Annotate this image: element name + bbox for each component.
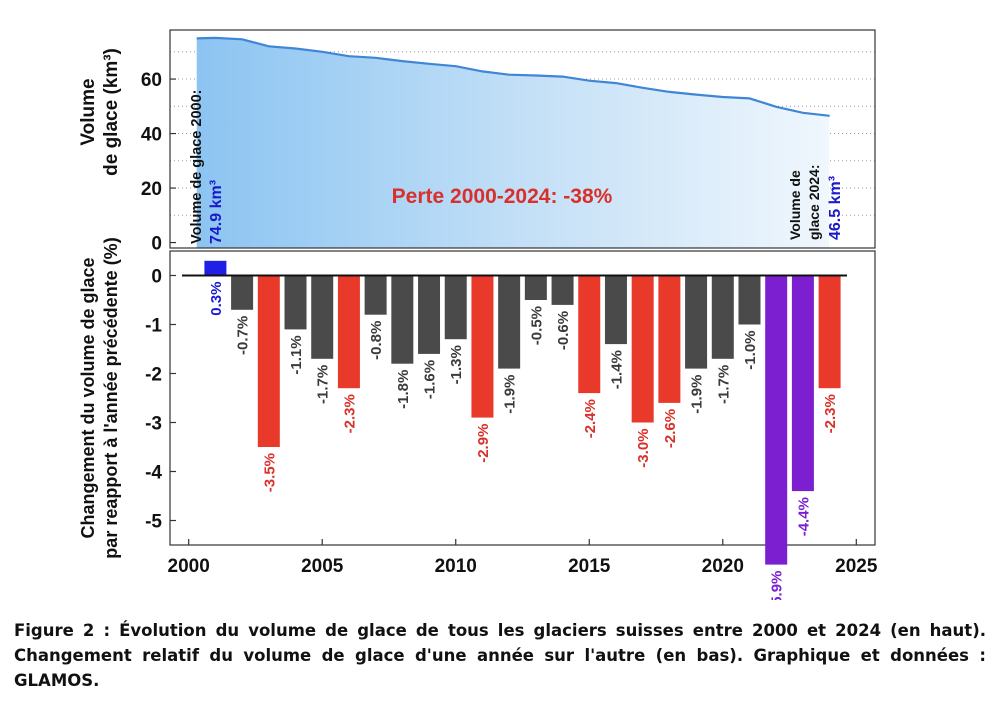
change-x-ticks: 2000 2005 2010 2015 2020 2025 xyxy=(168,539,878,577)
change-bar xyxy=(471,275,494,418)
change-y-ticks: 0 -1 -2 -3 -4 -5 xyxy=(145,267,176,533)
change-y-tick-label: -3 xyxy=(145,414,162,435)
change-y-tick-label: -5 xyxy=(145,512,162,533)
change-bar-label: -1.8% xyxy=(395,370,412,409)
change-bar-label: -0.8% xyxy=(368,321,385,360)
change-ylabel-line1: Changement du volume de glace xyxy=(78,257,98,538)
end-volume-label-line2: glace 2024: xyxy=(806,165,822,241)
change-bar xyxy=(711,275,734,359)
change-bar-label: -3.5% xyxy=(261,453,278,492)
change-x-tick-label: 2000 xyxy=(168,556,210,577)
change-bar-label: -1.7% xyxy=(315,365,332,404)
change-bar-labels: 0.3%-0.7%-3.5%-1.1%-1.7%-2.3%-0.8%-1.8% -… xyxy=(208,282,839,601)
change-bars xyxy=(204,260,841,565)
change-bar-label: -1.1% xyxy=(288,335,305,374)
change-bar-label: -1.7% xyxy=(715,365,732,404)
change-y-tick-label: -1 xyxy=(145,316,162,337)
volume-line xyxy=(196,36,830,117)
change-bar xyxy=(658,275,681,403)
change-bar-label: -1.0% xyxy=(742,331,759,370)
change-x-tick-label: 2020 xyxy=(702,556,744,577)
change-bar-label: -2.3% xyxy=(822,394,839,433)
change-bar xyxy=(818,275,841,389)
change-x-tick-label: 2025 xyxy=(835,556,878,577)
volume-ylabel-line1: Volume xyxy=(78,78,99,145)
loss-annotation: Perte 2000-2024: -38% xyxy=(392,185,613,208)
change-y-tick-label: 0 xyxy=(151,267,162,288)
change-bar xyxy=(578,275,601,394)
change-bar-label: -2.6% xyxy=(662,409,679,448)
change-bar xyxy=(418,275,441,354)
change-bar xyxy=(524,275,547,300)
end-volume-value: 46.5 km³ xyxy=(827,176,844,240)
change-bar xyxy=(551,275,574,305)
change-bar xyxy=(391,275,414,364)
change-ylabel-line2: par reapport à l'année précédente (%) xyxy=(101,237,121,558)
volume-panel: 0 20 40 60 Volume de glace (km³) Volume de … xyxy=(78,29,876,255)
change-bar xyxy=(364,275,387,315)
change-bar-label: -1.6% xyxy=(422,360,439,399)
change-bar-label: 0.3% xyxy=(208,282,225,316)
change-bar-label: -0.7% xyxy=(235,316,252,355)
change-bar-label: -0.6% xyxy=(555,311,572,350)
change-bar-label: -0.5% xyxy=(528,306,545,345)
change-bar-label: -1.9% xyxy=(689,375,706,414)
change-bar xyxy=(284,275,307,330)
change-bar xyxy=(204,260,227,276)
change-bar-label: -1.4% xyxy=(608,350,625,389)
volume-y-tick-label: 20 xyxy=(141,179,162,200)
change-bar xyxy=(337,275,360,389)
volume-y-ticks: 0 20 40 60 xyxy=(141,70,176,255)
start-volume-value: 74.9 km³ xyxy=(208,180,225,244)
volume-area xyxy=(196,37,830,249)
change-bar xyxy=(311,275,334,359)
change-bar xyxy=(231,275,254,310)
volume-ylabel-line2: de glace (km³) xyxy=(101,48,122,176)
glacier-volume-figure: 0 20 40 60 Volume de glace (km³) Volume de … xyxy=(78,29,878,600)
change-bar xyxy=(631,275,654,423)
change-bar-label: -2.4% xyxy=(582,399,599,438)
change-bar-label: -2.9% xyxy=(475,424,492,463)
start-volume-label: Volume de glace 2000: xyxy=(189,90,205,244)
change-bar-label: -4.4% xyxy=(795,497,812,536)
figure-caption: Figure 2 : Évolution du volume de glace … xyxy=(14,621,986,690)
change-bar-label: -5.9% xyxy=(769,571,786,600)
change-bar xyxy=(444,275,467,340)
change-bar xyxy=(765,275,788,565)
change-bar xyxy=(791,275,814,492)
change-bar-label: -1.9% xyxy=(502,375,519,414)
change-bar xyxy=(498,275,521,369)
volume-y-tick-label: 0 xyxy=(151,234,162,255)
change-bar xyxy=(257,275,280,447)
change-bar xyxy=(604,275,627,345)
change-x-tick-label: 2015 xyxy=(568,556,611,577)
change-bar-label: -1.3% xyxy=(448,345,465,384)
change-bar xyxy=(738,275,761,325)
volume-panel-frame xyxy=(169,29,876,249)
change-bar-label: -2.3% xyxy=(341,394,358,433)
volume-y-tick-label: 60 xyxy=(141,70,162,91)
change-y-tick-label: -4 xyxy=(145,463,162,484)
change-x-tick-label: 2010 xyxy=(435,556,477,577)
change-panel: 0.3%-0.7%-3.5%-1.1%-1.7%-2.3%-0.8%-1.8% -… xyxy=(78,237,878,600)
change-bar-label: -3.0% xyxy=(635,429,652,468)
change-y-tick-label: -2 xyxy=(145,365,162,386)
change-panel-frame xyxy=(169,250,876,546)
end-volume-label-line1: Volume de xyxy=(787,170,803,240)
change-bar xyxy=(685,275,708,369)
volume-y-tick-label: 40 xyxy=(141,125,162,146)
change-x-tick-label: 2005 xyxy=(301,556,344,577)
